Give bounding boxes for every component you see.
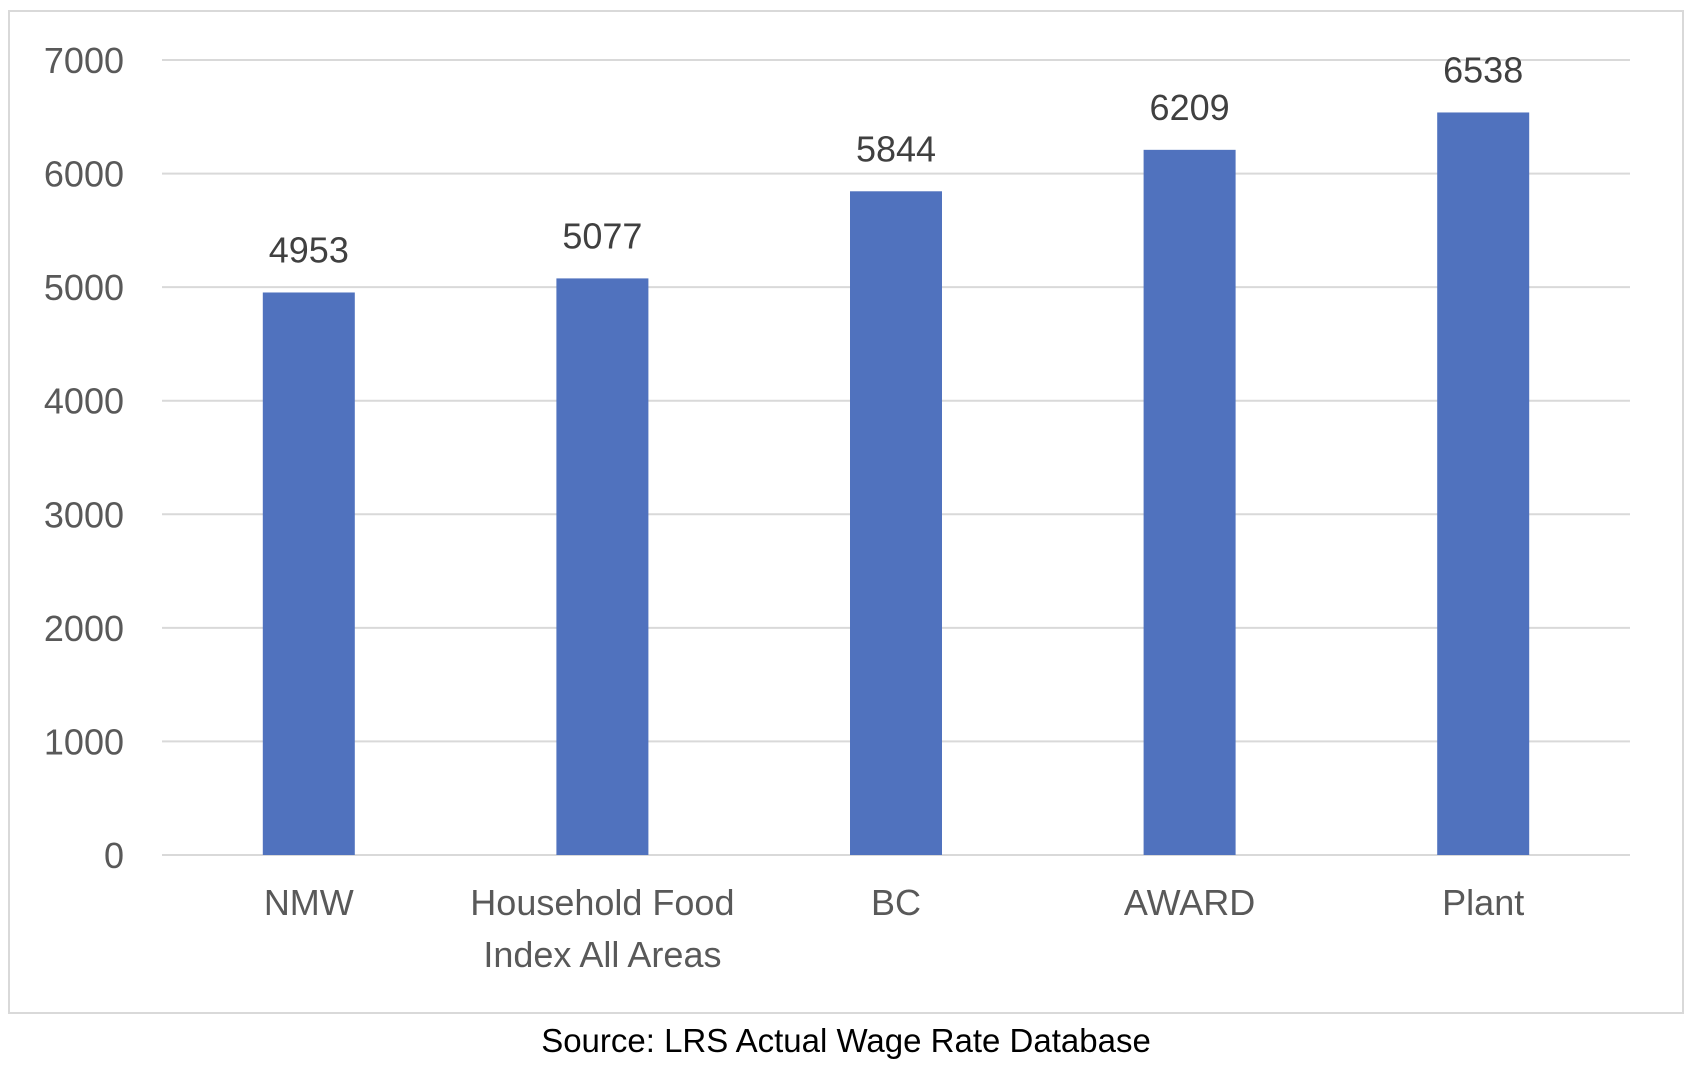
x-category-label: NMW [264,882,354,923]
y-tick-label: 5000 [44,267,124,308]
source-note: Source: LRS Actual Wage Rate Database [541,1022,1151,1059]
data-label: 5844 [856,128,936,169]
bar [262,292,355,855]
bars [262,112,1530,856]
y-tick-label: 7000 [44,40,124,81]
bar [556,278,649,856]
bar [1143,149,1236,855]
bar [1437,112,1530,856]
data-labels: 4953 5077 5844 6209 6538 [269,49,1523,270]
data-label: 6538 [1443,49,1523,90]
y-tick-label: 2000 [44,608,124,649]
data-label: 5077 [562,215,642,256]
y-tick-label: 1000 [44,721,124,762]
x-category-label: Household Food Index All Areas [470,882,734,975]
y-tick-label: 0 [104,835,124,876]
y-tick-label: 3000 [44,494,124,535]
data-label: 4953 [269,229,349,270]
x-category-label: BC [871,882,921,923]
y-tick-label: 6000 [44,154,124,195]
x-category-label: AWARD [1124,882,1255,923]
x-axis-category-labels: NMW Household Food Index All Areas BC AWARD P… [264,882,1524,975]
bar [850,191,942,855]
data-label: 6209 [1150,87,1230,128]
y-tick-label: 4000 [44,381,124,422]
x-category-label: Plant [1442,882,1524,923]
y-axis-tick-labels: 0 1000 2000 3000 4000 5000 6000 7000 [44,40,124,876]
